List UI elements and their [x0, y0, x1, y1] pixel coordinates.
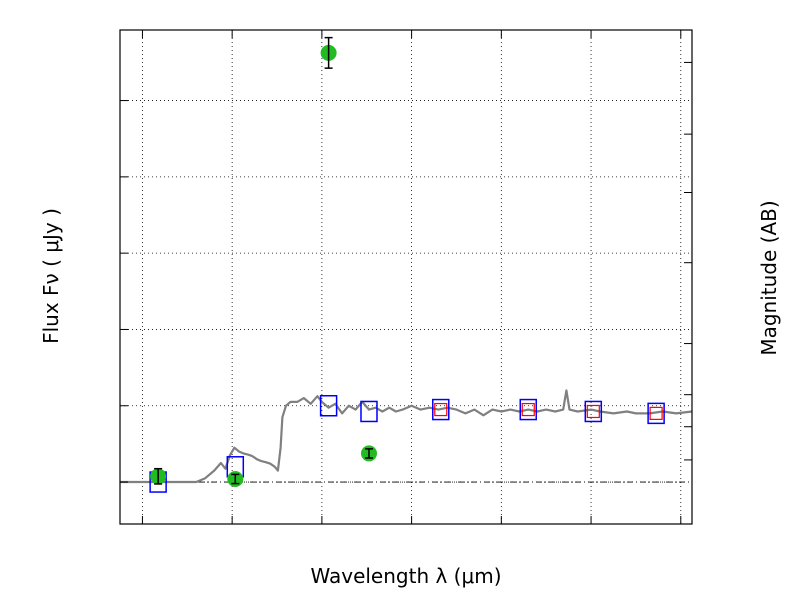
x-axis-label: Wavelength λ (μm)	[310, 564, 501, 588]
model-band-marker	[432, 398, 450, 421]
model-band-inner-marker	[649, 406, 663, 420]
grid-lines	[120, 30, 692, 524]
model-band-marker	[647, 402, 665, 425]
model-band-inner-marker	[521, 402, 535, 417]
model-band-marker	[319, 394, 338, 417]
right-axis-label: Magnitude (AB)	[757, 200, 781, 355]
model-band-inner-marker	[586, 404, 600, 419]
model-band-marker	[360, 400, 378, 423]
axis-ticks	[120, 30, 692, 524]
plot-frame	[119, 29, 693, 525]
model-band-inner-marker	[434, 402, 448, 417]
model-spectrum-line	[120, 389, 692, 484]
model-band-marker	[519, 398, 538, 421]
plot-area	[120, 36, 692, 493]
y-axis-label: Flux Fν ( μJy )	[39, 208, 63, 344]
model-band-marker	[584, 400, 603, 423]
